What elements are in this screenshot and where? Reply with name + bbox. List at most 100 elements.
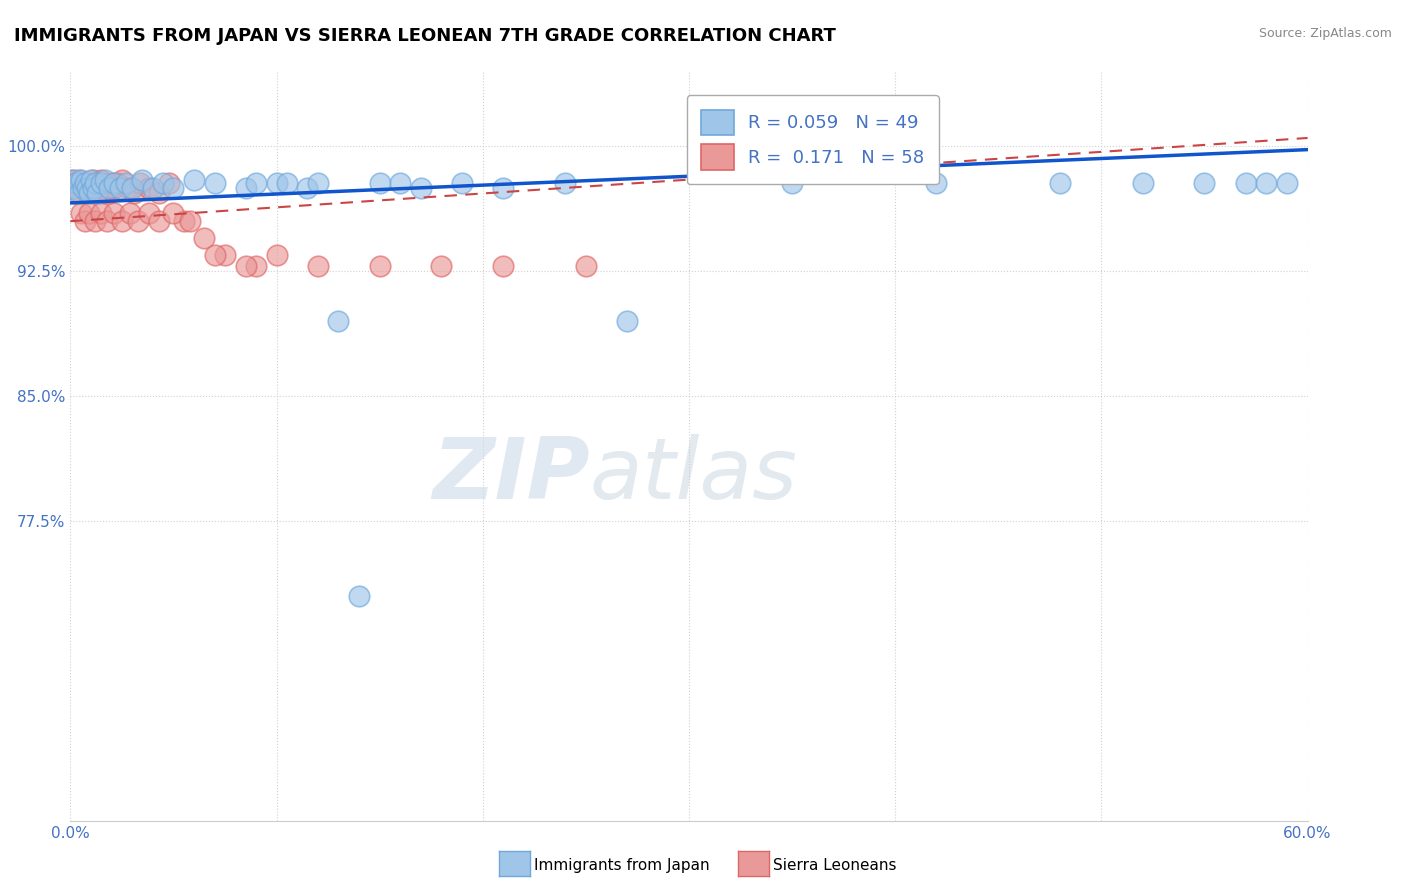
Point: [115, 176, 138, 190]
Point: [138, 181, 160, 195]
Point: [328, 314, 350, 328]
Point: [162, 181, 184, 195]
Point: [108, 181, 131, 195]
Point: [90, 176, 112, 190]
Point: [193, 231, 215, 245]
Point: [131, 172, 153, 186]
Point: [214, 247, 236, 261]
Point: [1132, 176, 1154, 190]
Point: [307, 259, 329, 273]
Point: [1275, 176, 1298, 190]
Point: [111, 214, 134, 228]
Point: [148, 186, 170, 200]
Text: IMMIGRANTS FROM JAPAN VS SIERRA LEONEAN 7TH GRADE CORRELATION CHART: IMMIGRANTS FROM JAPAN VS SIERRA LEONEAN …: [14, 27, 837, 45]
Point: [152, 176, 174, 190]
Point: [77, 186, 100, 200]
Point: [72, 176, 94, 190]
Point: [67, 186, 90, 200]
Point: [84, 176, 107, 190]
Point: [204, 247, 226, 261]
Point: [96, 214, 118, 228]
Point: [76, 186, 98, 200]
Point: [62, 176, 84, 190]
Point: [107, 176, 129, 190]
Point: [63, 186, 86, 200]
Point: [148, 214, 170, 228]
Text: Sierra Leoneans: Sierra Leoneans: [773, 858, 897, 872]
Point: [492, 259, 515, 273]
Point: [575, 259, 598, 273]
Point: [94, 172, 117, 186]
Point: [1256, 176, 1278, 190]
Point: [117, 181, 139, 195]
Point: [82, 181, 104, 195]
Point: [73, 214, 96, 228]
Point: [121, 181, 143, 195]
Point: [297, 181, 319, 195]
Point: [266, 247, 288, 261]
Point: [60, 181, 83, 195]
Point: [120, 206, 142, 220]
Point: [69, 172, 91, 186]
Point: [80, 172, 103, 186]
Point: [94, 176, 117, 190]
Point: [86, 176, 108, 190]
Point: [98, 181, 121, 195]
Point: [122, 186, 145, 200]
Text: atlas: atlas: [591, 434, 799, 517]
Point: [98, 186, 121, 200]
Point: [73, 181, 96, 195]
Point: [86, 186, 108, 200]
Point: [59, 181, 82, 195]
Point: [245, 176, 267, 190]
Point: [554, 176, 576, 190]
Point: [84, 214, 107, 228]
Point: [103, 206, 125, 220]
Point: [451, 176, 474, 190]
Point: [63, 172, 86, 186]
Point: [389, 176, 412, 190]
Point: [82, 172, 104, 186]
Point: [129, 176, 152, 190]
Point: [430, 259, 453, 273]
Point: [616, 314, 638, 328]
Point: [111, 172, 134, 186]
Point: [276, 176, 298, 190]
Point: [72, 181, 94, 195]
Point: [67, 172, 90, 186]
Point: [1194, 176, 1216, 190]
Point: [73, 176, 96, 190]
Point: [77, 206, 100, 220]
Point: [89, 181, 111, 195]
Point: [142, 181, 165, 195]
Point: [1049, 176, 1071, 190]
Point: [69, 186, 91, 200]
Point: [65, 176, 87, 190]
Point: [368, 176, 391, 190]
Point: [77, 176, 100, 190]
Point: [925, 176, 948, 190]
Point: [96, 181, 118, 195]
Point: [162, 206, 184, 220]
Point: [173, 214, 195, 228]
Point: [157, 176, 180, 190]
Text: Source: ZipAtlas.com: Source: ZipAtlas.com: [1258, 27, 1392, 40]
Point: [780, 176, 803, 190]
Point: [368, 259, 391, 273]
Point: [179, 214, 201, 228]
Point: [183, 172, 205, 186]
Point: [266, 176, 288, 190]
Point: [347, 589, 370, 603]
Legend: R = 0.059   N = 49, R =  0.171   N = 58: R = 0.059 N = 49, R = 0.171 N = 58: [686, 95, 939, 185]
Point: [409, 181, 432, 195]
Point: [103, 181, 125, 195]
Point: [492, 181, 515, 195]
Point: [84, 186, 107, 200]
Text: Immigrants from Japan: Immigrants from Japan: [534, 858, 710, 872]
Point: [235, 259, 257, 273]
Point: [69, 206, 91, 220]
Point: [235, 181, 257, 195]
Point: [1234, 176, 1257, 190]
Point: [245, 259, 267, 273]
Point: [103, 176, 125, 190]
